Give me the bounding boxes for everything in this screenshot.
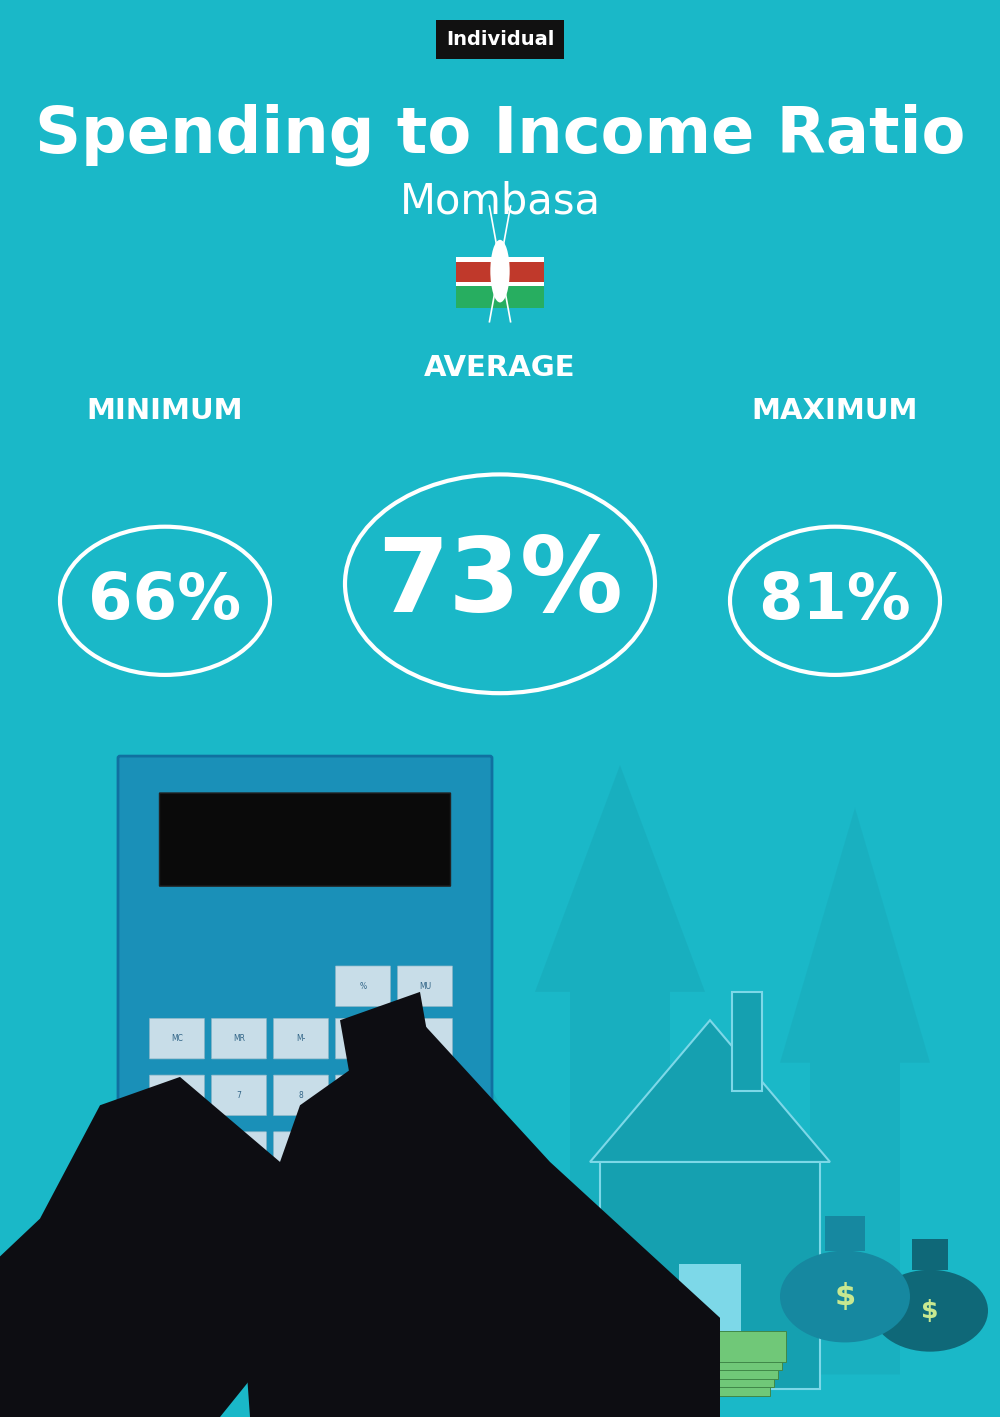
Text: Individual: Individual bbox=[446, 30, 554, 50]
FancyBboxPatch shape bbox=[150, 1132, 204, 1172]
Text: 8: 8 bbox=[299, 1091, 303, 1100]
FancyBboxPatch shape bbox=[336, 1189, 390, 1229]
Text: 0: 0 bbox=[299, 1261, 303, 1270]
Text: MAXIMUM: MAXIMUM bbox=[752, 397, 918, 425]
Polygon shape bbox=[0, 1077, 300, 1417]
Text: $: $ bbox=[834, 1282, 856, 1311]
FancyBboxPatch shape bbox=[212, 1019, 266, 1058]
FancyBboxPatch shape bbox=[336, 1076, 390, 1115]
FancyBboxPatch shape bbox=[825, 1216, 865, 1251]
FancyBboxPatch shape bbox=[398, 966, 452, 1006]
FancyBboxPatch shape bbox=[336, 966, 390, 1006]
Text: MR: MR bbox=[233, 1034, 245, 1043]
Polygon shape bbox=[380, 1339, 720, 1417]
FancyBboxPatch shape bbox=[456, 258, 544, 262]
Ellipse shape bbox=[872, 1270, 988, 1352]
Text: .: . bbox=[424, 1204, 426, 1213]
FancyBboxPatch shape bbox=[398, 1019, 452, 1058]
Text: 2: 2 bbox=[299, 1204, 303, 1213]
Text: M-: M- bbox=[296, 1034, 306, 1043]
FancyBboxPatch shape bbox=[608, 1348, 778, 1379]
Polygon shape bbox=[340, 992, 440, 1134]
FancyBboxPatch shape bbox=[600, 1365, 770, 1396]
Text: C/A: C/A bbox=[170, 1204, 184, 1213]
FancyBboxPatch shape bbox=[398, 1076, 452, 1115]
Text: $: $ bbox=[921, 1299, 939, 1322]
FancyBboxPatch shape bbox=[616, 1331, 786, 1362]
Text: 66%: 66% bbox=[88, 570, 242, 632]
FancyBboxPatch shape bbox=[160, 794, 451, 886]
FancyBboxPatch shape bbox=[150, 1189, 204, 1229]
Text: MU: MU bbox=[419, 982, 431, 990]
FancyBboxPatch shape bbox=[150, 1076, 204, 1115]
Text: MINIMUM: MINIMUM bbox=[87, 397, 243, 425]
Text: AVERAGE: AVERAGE bbox=[424, 354, 576, 383]
Text: 73%: 73% bbox=[377, 533, 623, 635]
Text: 00: 00 bbox=[172, 1261, 182, 1270]
Polygon shape bbox=[0, 1339, 220, 1417]
FancyBboxPatch shape bbox=[274, 1019, 328, 1058]
FancyBboxPatch shape bbox=[274, 1076, 328, 1115]
FancyBboxPatch shape bbox=[274, 1132, 328, 1172]
Polygon shape bbox=[240, 1020, 720, 1417]
FancyBboxPatch shape bbox=[150, 1019, 204, 1058]
Text: -: - bbox=[424, 1148, 426, 1156]
Text: 3: 3 bbox=[361, 1204, 365, 1213]
Ellipse shape bbox=[780, 1251, 910, 1342]
Polygon shape bbox=[300, 907, 500, 1105]
Text: x: x bbox=[423, 1091, 427, 1100]
Polygon shape bbox=[535, 765, 705, 1304]
FancyBboxPatch shape bbox=[456, 283, 544, 307]
Text: 7: 7 bbox=[237, 1091, 241, 1100]
Text: 9: 9 bbox=[361, 1091, 365, 1100]
Text: 6: 6 bbox=[361, 1148, 365, 1156]
FancyBboxPatch shape bbox=[274, 1246, 328, 1285]
FancyBboxPatch shape bbox=[274, 1189, 328, 1229]
Ellipse shape bbox=[490, 239, 510, 302]
FancyBboxPatch shape bbox=[612, 1339, 782, 1370]
Polygon shape bbox=[780, 808, 930, 1374]
FancyBboxPatch shape bbox=[600, 1162, 820, 1389]
FancyBboxPatch shape bbox=[604, 1356, 774, 1387]
Text: 4: 4 bbox=[237, 1148, 241, 1156]
FancyBboxPatch shape bbox=[456, 282, 544, 286]
FancyBboxPatch shape bbox=[336, 1132, 390, 1172]
FancyBboxPatch shape bbox=[912, 1238, 948, 1270]
FancyBboxPatch shape bbox=[398, 1132, 452, 1172]
Text: ►: ► bbox=[174, 1148, 180, 1156]
FancyBboxPatch shape bbox=[118, 757, 492, 1255]
Text: 1: 1 bbox=[237, 1204, 241, 1213]
Text: Spending to Income Ratio: Spending to Income Ratio bbox=[35, 103, 965, 166]
FancyBboxPatch shape bbox=[398, 1189, 452, 1229]
Text: :: : bbox=[424, 1034, 426, 1043]
FancyBboxPatch shape bbox=[456, 259, 544, 283]
Text: %: % bbox=[359, 982, 367, 990]
FancyBboxPatch shape bbox=[732, 992, 762, 1091]
FancyBboxPatch shape bbox=[336, 1019, 390, 1058]
FancyBboxPatch shape bbox=[212, 1076, 266, 1115]
FancyBboxPatch shape bbox=[212, 1246, 266, 1285]
Text: +/-: +/- bbox=[171, 1091, 183, 1100]
Text: 81%: 81% bbox=[759, 570, 911, 632]
Text: Mombasa: Mombasa bbox=[400, 180, 600, 222]
FancyBboxPatch shape bbox=[679, 1264, 741, 1389]
Polygon shape bbox=[590, 1020, 830, 1162]
Text: MC: MC bbox=[171, 1034, 183, 1043]
FancyBboxPatch shape bbox=[150, 1246, 204, 1285]
FancyBboxPatch shape bbox=[212, 1132, 266, 1172]
Text: M+: M+ bbox=[356, 1034, 370, 1043]
Text: 5: 5 bbox=[299, 1148, 303, 1156]
FancyBboxPatch shape bbox=[456, 259, 544, 283]
FancyBboxPatch shape bbox=[212, 1189, 266, 1229]
Text: .: . bbox=[238, 1261, 240, 1270]
